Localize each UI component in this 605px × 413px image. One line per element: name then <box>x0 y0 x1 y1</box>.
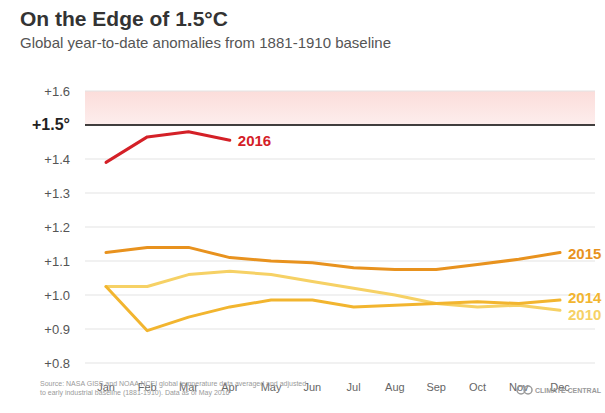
chart: On the Edge of 1.5°C Global year-to-date … <box>0 0 605 413</box>
grid-line <box>85 124 595 126</box>
x-tick-label: Oct <box>469 381 486 393</box>
y-tick-label: +1.4 <box>44 152 70 167</box>
series-label: 2014 <box>568 289 602 306</box>
y-tick-label: +1.3 <box>44 186 70 201</box>
grid-line <box>85 363 595 364</box>
source-note: Source: NASA GISS and NOAA NCEI global t… <box>40 379 310 397</box>
y-tick-label: +1.5° <box>32 116 70 133</box>
y-tick-label: +1.2 <box>44 220 70 235</box>
x-tick-label: Sep <box>426 381 446 393</box>
grid-line <box>85 159 595 160</box>
series-label: 2016 <box>238 132 271 149</box>
title: On the Edge of 1.5°C <box>20 7 228 30</box>
grid-line <box>85 193 595 194</box>
grid <box>85 91 595 363</box>
y-tick-label: +0.9 <box>44 322 70 337</box>
grid-line <box>85 329 595 330</box>
series-label: 2015 <box>568 245 601 262</box>
x-tick-label: Jul <box>347 381 361 393</box>
grid-line <box>85 227 595 228</box>
y-tick-label: +1.1 <box>44 254 70 269</box>
series-label: 2010 <box>568 306 601 323</box>
series-line <box>106 132 230 163</box>
x-tick-label: Aug <box>385 381 405 393</box>
subtitle: Global year-to-date anomalies from 1881-… <box>20 34 391 51</box>
y-tick-label: +0.8 <box>44 356 70 371</box>
series-line <box>106 287 560 331</box>
threshold-band <box>85 91 595 125</box>
grid-line <box>85 295 595 296</box>
y-tick-label: +1.6 <box>44 84 70 99</box>
logo <box>517 386 532 394</box>
grid-line <box>85 91 595 92</box>
credit: CLIMATE CENTRAL <box>535 387 602 394</box>
series-line <box>106 247 560 269</box>
lines <box>106 132 560 331</box>
y-tick-label: +1.0 <box>44 288 70 303</box>
